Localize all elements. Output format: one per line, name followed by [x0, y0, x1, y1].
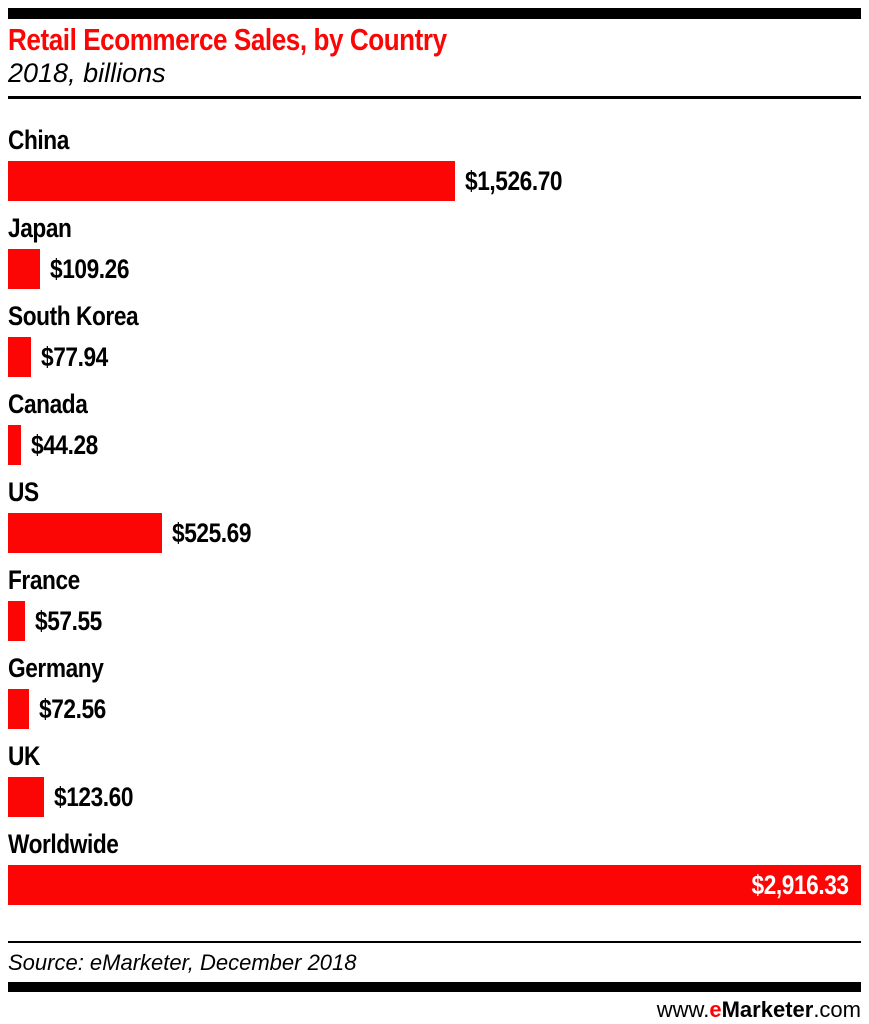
value-label: $525.69	[171, 517, 251, 548]
chart-row: UK $123.60	[8, 741, 861, 817]
website-brand: Marketer	[721, 997, 814, 1022]
chart-row: Germany $72.56	[8, 653, 861, 729]
bar-line: $525.69	[8, 513, 861, 553]
value-label: $2,916.33	[751, 869, 850, 900]
bar-line: $77.94	[8, 337, 861, 377]
value-label: $57.55	[34, 605, 102, 636]
bar-line: $72.56	[8, 689, 861, 729]
category-label: China	[8, 125, 69, 155]
footer-rule	[8, 982, 861, 992]
category-label: UK	[8, 741, 40, 771]
category-label: France	[8, 565, 80, 595]
category-label: Germany	[8, 653, 104, 683]
bar	[8, 689, 30, 729]
chart-row: France $57.55	[8, 565, 861, 641]
bar-line: $57.55	[8, 601, 861, 641]
source-note: Source: eMarketer, December 2018	[8, 950, 357, 975]
bar	[8, 249, 40, 289]
website-e: e	[709, 997, 722, 1022]
chart-row: US $525.69	[8, 477, 861, 553]
bar-line: $109.26	[8, 249, 861, 289]
bar	[8, 161, 455, 201]
category-label: South Korea	[8, 301, 139, 331]
category-label: Japan	[8, 213, 72, 243]
bar	[8, 337, 31, 377]
bar	[8, 601, 25, 641]
bar	[8, 513, 162, 553]
value-label: $44.28	[30, 429, 98, 460]
chart-subtitle: 2018, billions	[8, 58, 166, 88]
value-label: $1,526.70	[464, 165, 563, 196]
header-divider	[8, 96, 861, 99]
value-label: $72.56	[39, 693, 107, 724]
bar-line: $123.60	[8, 777, 861, 817]
bar-line: $2,916.33	[8, 865, 861, 905]
category-label: Canada	[8, 389, 88, 419]
category-label: Worldwide	[8, 829, 119, 859]
bar: $2,916.33	[8, 865, 861, 905]
bar-line: $44.28	[8, 425, 861, 465]
category-label: US	[8, 477, 39, 507]
chart-row: South Korea $77.94	[8, 301, 861, 377]
footer-divider	[8, 941, 861, 943]
website-url: www.eMarketer.com	[8, 997, 861, 1022]
website-suffix: .com	[813, 997, 861, 1022]
bar-chart: China $1,526.70 Japan $109.26	[8, 125, 861, 905]
footer: Source: eMarketer, December 2018 www.eMa…	[8, 941, 861, 1022]
chart-row: Canada $44.28	[8, 389, 861, 465]
chart-row: Japan $109.26	[8, 213, 861, 289]
top-rule	[8, 8, 861, 19]
value-label: $77.94	[40, 341, 108, 372]
chart-title: Retail Ecommerce Sales, by Country	[8, 23, 861, 57]
chart-title-text: Retail Ecommerce Sales, by Country	[8, 22, 447, 57]
bar	[8, 425, 21, 465]
website-prefix: www.	[656, 997, 710, 1022]
value-label: $123.60	[54, 781, 134, 812]
bar	[8, 777, 45, 817]
chart-row: China $1,526.70	[8, 125, 861, 201]
value-label: $109.26	[49, 253, 130, 284]
chart-row: Worldwide $2,916.33	[8, 829, 861, 905]
bar-line: $1,526.70	[8, 161, 861, 201]
